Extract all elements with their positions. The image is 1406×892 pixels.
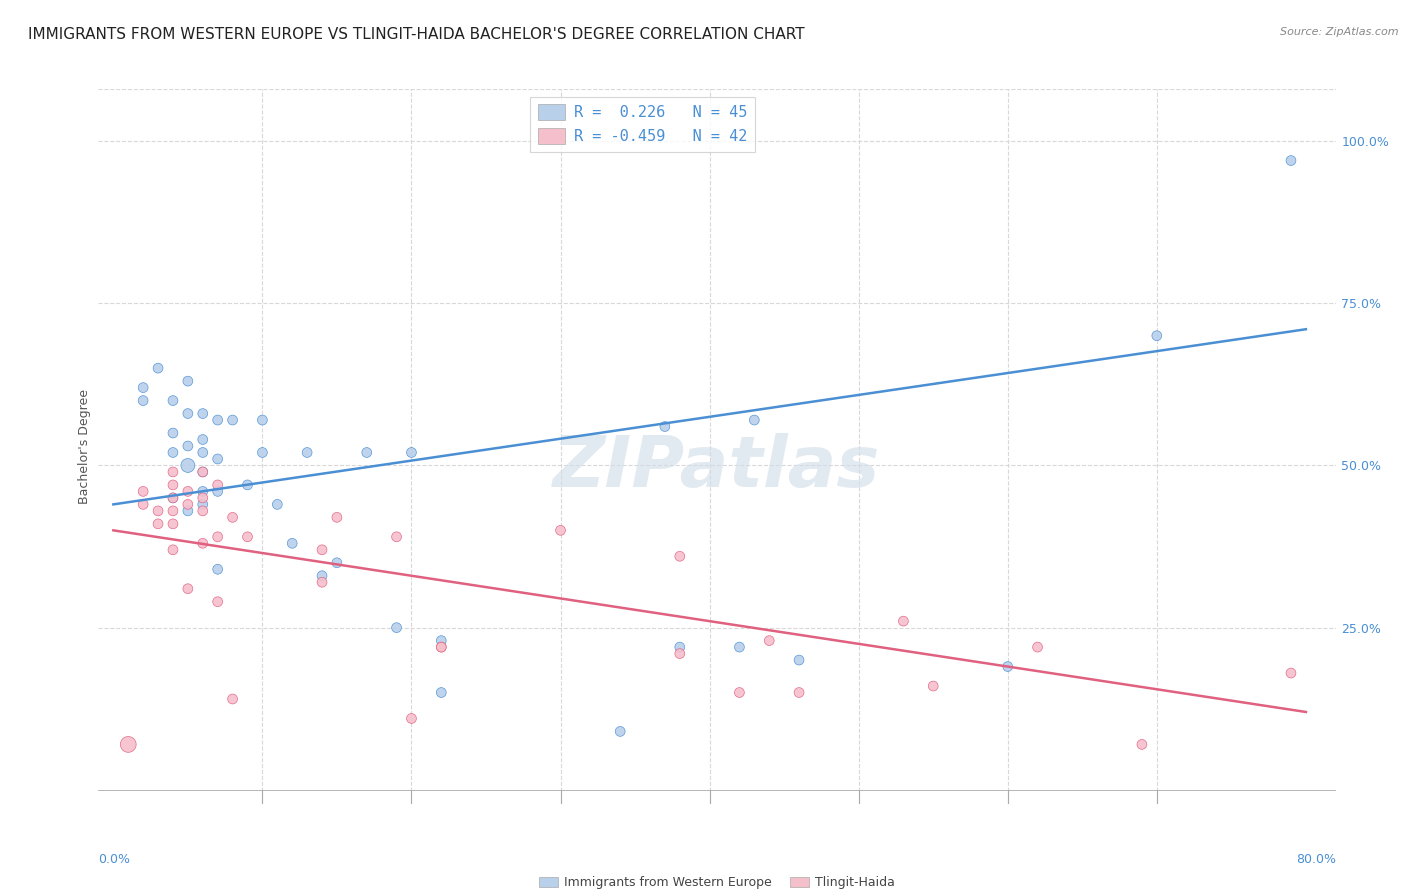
Point [266, 497, 288, 511]
Point [132, 393, 155, 408]
Point [132, 484, 155, 499]
Point [177, 504, 200, 518]
Point [162, 491, 184, 505]
Point [177, 582, 200, 596]
Point [236, 530, 259, 544]
Text: IMMIGRANTS FROM WESTERN EUROPE VS TLINGIT-HAIDA BACHELOR'S DEGREE CORRELATION CH: IMMIGRANTS FROM WESTERN EUROPE VS TLINGI… [28, 27, 804, 42]
Point [191, 504, 214, 518]
Point [401, 445, 423, 459]
Point [668, 647, 690, 661]
Point [728, 685, 751, 699]
Point [281, 536, 304, 550]
Point [207, 530, 229, 544]
Point [385, 530, 408, 544]
Legend: R =  0.226   N = 45, R = -0.459   N = 42: R = 0.226 N = 45, R = -0.459 N = 42 [530, 97, 755, 152]
Point [401, 711, 423, 725]
Point [191, 491, 214, 505]
Point [191, 497, 214, 511]
Point [162, 542, 184, 557]
Point [430, 640, 453, 654]
Point [177, 374, 200, 388]
Point [146, 516, 169, 531]
Point [326, 556, 349, 570]
Point [221, 692, 243, 706]
Point [609, 724, 631, 739]
Point [191, 445, 214, 459]
Point [177, 497, 200, 511]
Point [295, 445, 318, 459]
Text: ZIPatlas: ZIPatlas [554, 433, 880, 502]
Y-axis label: Bachelor's Degree: Bachelor's Degree [79, 389, 91, 503]
Point [162, 478, 184, 492]
Point [787, 653, 810, 667]
Point [356, 445, 378, 459]
Point [1279, 153, 1302, 168]
Point [758, 633, 780, 648]
Point [177, 458, 200, 473]
Point [550, 524, 572, 538]
Point [922, 679, 945, 693]
Point [787, 685, 810, 699]
Point [162, 445, 184, 459]
Point [117, 738, 139, 752]
Point [162, 465, 184, 479]
Point [207, 562, 229, 576]
Point [668, 640, 690, 654]
Text: Source: ZipAtlas.com: Source: ZipAtlas.com [1281, 27, 1399, 37]
Point [311, 568, 333, 582]
Point [385, 621, 408, 635]
Point [430, 633, 453, 648]
Point [728, 640, 751, 654]
Point [177, 407, 200, 421]
Point [252, 413, 274, 427]
Point [654, 419, 676, 434]
Point [221, 413, 243, 427]
Point [207, 478, 229, 492]
Point [1279, 666, 1302, 681]
Point [146, 361, 169, 376]
Point [191, 484, 214, 499]
Point [1130, 738, 1153, 752]
Point [252, 445, 274, 459]
Point [1026, 640, 1049, 654]
Point [430, 685, 453, 699]
Point [207, 452, 229, 467]
Point [744, 413, 766, 427]
Point [326, 510, 349, 524]
Point [191, 433, 214, 447]
Point [311, 575, 333, 590]
Point [177, 484, 200, 499]
Point [207, 413, 229, 427]
Point [893, 614, 915, 628]
Point [207, 595, 229, 609]
Point [162, 393, 184, 408]
Point [146, 504, 169, 518]
Text: 0.0%: 0.0% [98, 853, 131, 866]
Point [236, 478, 259, 492]
Point [177, 439, 200, 453]
Point [132, 381, 155, 395]
Point [1146, 328, 1168, 343]
Point [162, 491, 184, 505]
Point [132, 497, 155, 511]
Point [668, 549, 690, 564]
Point [207, 484, 229, 499]
Point [430, 640, 453, 654]
Point [221, 510, 243, 524]
Point [997, 659, 1019, 673]
Point [162, 504, 184, 518]
Point [191, 536, 214, 550]
Point [311, 542, 333, 557]
Point [162, 425, 184, 440]
Text: 80.0%: 80.0% [1296, 853, 1336, 866]
Point [162, 516, 184, 531]
Point [191, 465, 214, 479]
Point [191, 465, 214, 479]
Point [191, 407, 214, 421]
